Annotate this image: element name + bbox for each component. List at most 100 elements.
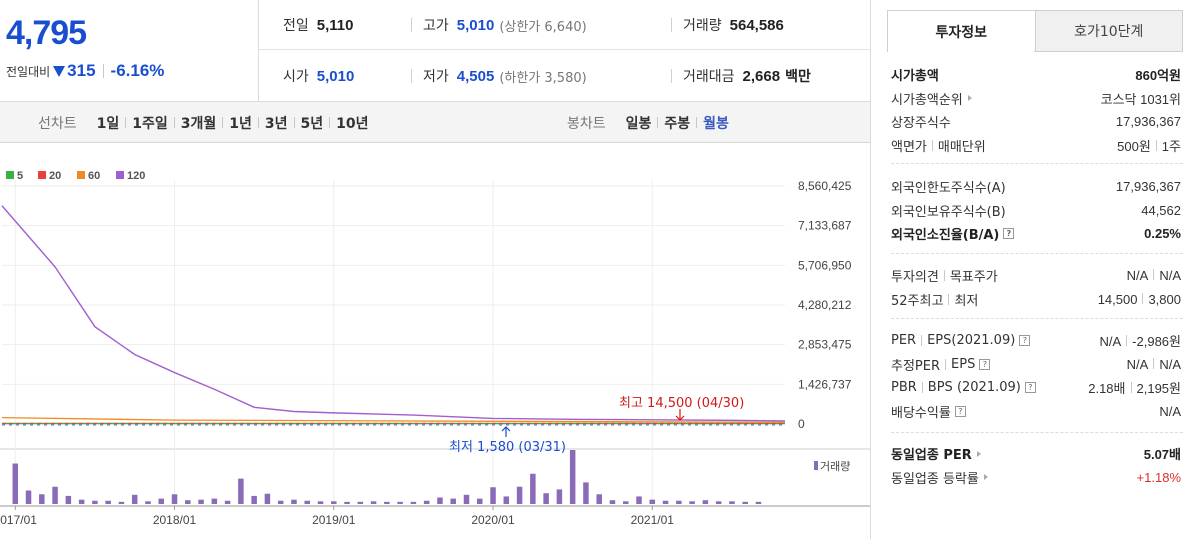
info-value: 2.18배 2,195원 [1088, 378, 1181, 397]
info-row-foreign-limit: 외국인한도주식수(A) 17,936,367 [891, 175, 1181, 199]
volume-bar [357, 501, 364, 504]
volume-bar [344, 501, 350, 504]
candle-period-2[interactable]: 월봉 [703, 115, 729, 132]
line-period-3[interactable]: 1년 [229, 115, 252, 132]
divider [411, 69, 412, 83]
info-label: 시가총액순위 [891, 89, 972, 108]
legend-label: 20 [49, 170, 61, 182]
volume-bar [689, 501, 695, 504]
stat-value: 5,010 [456, 16, 495, 34]
y-tick-label: 4,280,212 [798, 298, 852, 312]
volume-bar [609, 500, 616, 504]
info-group-basic: 시가총액 860억원 시가총액순위 코스닥 1031위 상장주식수 17,936… [891, 63, 1181, 157]
x-tick-label: 2021/01 [631, 513, 675, 527]
volume-bar [410, 501, 417, 504]
y-tick-label: 7,133,687 [798, 219, 852, 233]
line-period-1[interactable]: 1주일 [132, 115, 168, 132]
divider [921, 335, 923, 347]
info-group-valuation: PER EPS(2021.09)? N/A -2,986원 추정PER EPS? N/… [891, 329, 1181, 423]
divider [1153, 357, 1155, 369]
divider [891, 253, 1183, 254]
quote-box: 4,795 전일대비 315 -6.16% [0, 0, 259, 102]
divider [1130, 382, 1132, 394]
change-row: 전일대비 315 -6.16% [6, 60, 164, 82]
stat-label: 전일 [283, 18, 309, 34]
stat-open: 시가 5,010 [283, 51, 354, 101]
divider [1142, 292, 1144, 304]
volume-bar [92, 500, 98, 504]
line-period-2[interactable]: 3개월 [180, 115, 217, 132]
info-row-sector-per[interactable]: 동일업종 PER 5.07배 [891, 442, 1181, 466]
divider [891, 163, 1183, 164]
help-icon[interactable]: ? [1024, 382, 1036, 394]
divider [222, 117, 224, 128]
help-icon[interactable]: ? [954, 405, 966, 417]
lower-limit: (하한가 3,580) [499, 70, 587, 86]
info-value: 500원 1주 [1117, 136, 1181, 155]
info-value: +1.18% [1136, 469, 1181, 485]
info-row-opinion: 투자의견 목표주가 N/A N/A [891, 264, 1181, 288]
price-chart[interactable]: 5 20 60 120 8,560,425 7,133,687 5,706,950 4,280… [0, 143, 870, 539]
legend-swatch [38, 171, 46, 179]
volume-bar [596, 494, 602, 504]
line-period-0[interactable]: 1일 [96, 115, 120, 132]
info-label: PBR BPS (2021.09)? [891, 380, 1036, 395]
candle-period-1[interactable]: 주봉 [664, 115, 691, 132]
volume-bar [317, 501, 324, 504]
help-icon[interactable]: ? [1019, 335, 1031, 347]
divider [293, 117, 295, 128]
help-icon[interactable]: ? [1003, 228, 1015, 240]
volume-bar [450, 498, 456, 504]
stat-label: 거래대금 [683, 69, 735, 85]
volume-bar [503, 496, 510, 504]
stat-grid: 전일 5,110 고가 5,010 (상한가 6,640) 거래량 564,58… [259, 0, 870, 102]
divider [657, 117, 659, 128]
volume-bar [12, 463, 19, 504]
info-row-sector-change[interactable]: 동일업종 등락률 +1.18% [891, 466, 1181, 490]
info-value: N/A [1159, 403, 1181, 419]
info-value: 860억원 [1135, 68, 1181, 84]
y-tick-label: 8,560,425 [798, 179, 852, 193]
divider [102, 64, 104, 78]
divider [931, 139, 933, 151]
volume-bar [238, 478, 244, 504]
stat-prev: 전일 5,110 [283, 0, 353, 50]
volume-bar [622, 501, 629, 504]
tab-invest-info[interactable]: 투자정보 [887, 10, 1036, 52]
info-row-est-per: 추정PER EPS? N/A N/A [891, 353, 1181, 377]
line-period-4[interactable]: 3년 [264, 115, 288, 132]
line-period-6[interactable]: 10년 [336, 115, 369, 132]
info-value-text: 500원 [1117, 138, 1151, 154]
chevron-right-icon [976, 450, 981, 457]
info-row-market-cap-rank[interactable]: 시가총액순위 코스닥 1031위 [891, 87, 1181, 111]
divider [1153, 269, 1155, 281]
chevron-right-icon [983, 474, 988, 481]
volume-bar [543, 493, 549, 504]
candle-chart-title: 봉차트 [567, 115, 606, 132]
volume-bar [145, 501, 151, 504]
x-tick-label: 2018/01 [153, 513, 197, 527]
line-period-5[interactable]: 5년 [300, 115, 324, 132]
info-label-text: 최저 [954, 293, 979, 309]
info-label-text: 동일업종 PER [891, 448, 972, 464]
volume-bar [556, 489, 563, 504]
volume-bar [331, 501, 337, 504]
info-label: 배당수익률? [891, 402, 966, 421]
tab-orderbook[interactable]: 호가10단계 [1035, 10, 1183, 52]
high-arrow-icon [675, 409, 685, 421]
info-row-per: PER EPS(2021.09)? N/A -2,986원 [891, 329, 1181, 353]
help-icon[interactable]: ? [979, 358, 991, 370]
volume-bar [755, 501, 762, 504]
volume-bar [729, 501, 735, 504]
stat-high: 고가 5,010 (상한가 6,640) [423, 0, 587, 50]
info-label: PER EPS(2021.09)? [891, 333, 1031, 348]
info-value-text: 14,500 [1097, 291, 1138, 307]
volume-bar [158, 498, 165, 504]
info-value: N/A N/A [1127, 357, 1181, 372]
stat-value: 4,505 [456, 67, 495, 85]
annotation-low: 최저 1,580 (03/31) [449, 440, 566, 455]
tab-underline-cover [888, 51, 1034, 52]
candle-period-0[interactable]: 일봉 [625, 115, 652, 132]
volume-bar [171, 494, 178, 504]
x-tick-label: 2019/01 [312, 513, 356, 527]
